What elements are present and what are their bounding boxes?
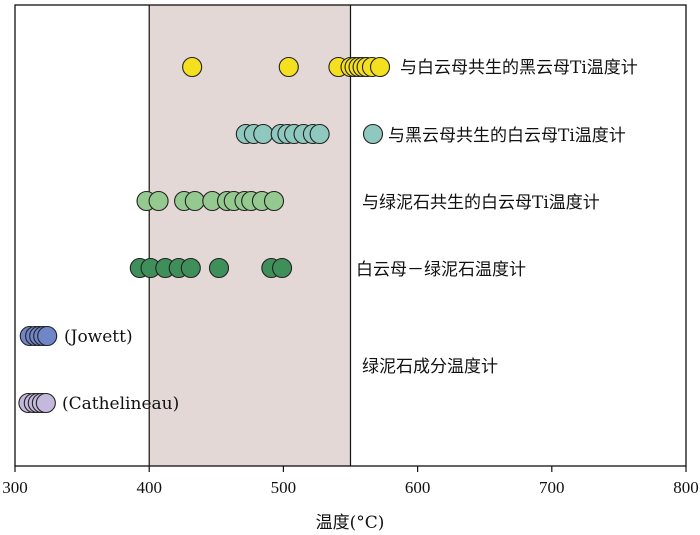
x-axis: 300 400 500 600 700 800: [2, 466, 699, 497]
shaded-range: [149, 5, 351, 466]
group-label-chlorite-composition: 绿泥石成分温度计: [362, 357, 498, 377]
x-tick-label-700: 700: [539, 478, 565, 497]
data-point-s0-9: [369, 56, 391, 78]
data-point-s1-2: [253, 123, 274, 145]
data-point-s1-9: [362, 123, 384, 145]
series-label-biotite-ti: 与白云母共生的黑云母Ti温度计: [400, 58, 638, 78]
data-point-s2-3: [184, 190, 205, 212]
data-point-s2-10: [263, 190, 285, 212]
series-label-muscovite-ti-biotite: 与黑云母共生的白云母Ti温度计: [388, 126, 626, 146]
x-tick-label-600: 600: [405, 478, 431, 497]
data-points: [18, 56, 391, 414]
data-point-s4-4: [37, 325, 58, 347]
x-tick-label-500: 500: [271, 478, 297, 497]
data-point-s3-7: [272, 257, 293, 279]
data-point-s2-1: [148, 190, 169, 212]
series-label-jowett: (Jowett): [64, 327, 133, 347]
series-label-muscovite-ti-chlorite: 与绿泥石共生的白云母Ti温度计: [362, 193, 600, 213]
data-point-s0-0: [182, 56, 203, 78]
x-tick-label-400: 400: [136, 478, 162, 497]
series-labels: 与白云母共生的黑云母Ti温度计 与黑云母共生的白云母Ti温度计 与绿泥石共生的白…: [62, 58, 638, 414]
series-label-cathelineau: (Cathelineau): [62, 394, 179, 414]
data-point-s3-4: [180, 257, 201, 279]
data-point-s0-1: [278, 56, 299, 78]
data-point-s1-8: [309, 123, 330, 145]
data-point-s5-4: [35, 392, 56, 414]
x-tick-label-300: 300: [2, 478, 28, 497]
x-axis-title: 温度(°C): [316, 513, 385, 533]
series-label-muscovite-chlorite: 白云母－绿泥石温度计: [356, 260, 526, 280]
plot-frame: [14, 4, 687, 467]
data-point-s3-5: [208, 257, 230, 279]
x-tick-label-800: 800: [673, 478, 699, 497]
